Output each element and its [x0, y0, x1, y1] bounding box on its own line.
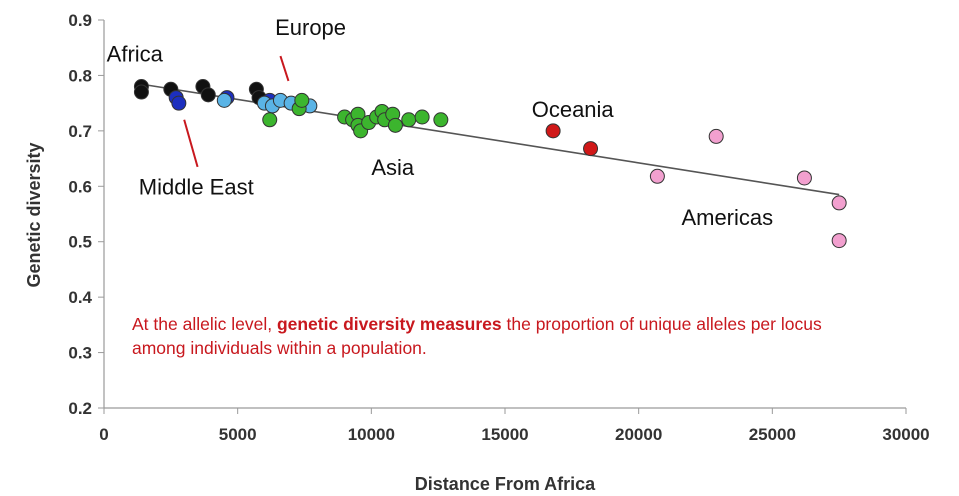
y-tick-label: 0.6 — [68, 177, 92, 196]
data-point-americas — [831, 195, 847, 211]
data-point-asia — [387, 117, 403, 133]
region-label-europe: Europe — [275, 15, 346, 40]
y-axis-title: Genetic diversity — [24, 142, 44, 287]
x-tick-label: 10000 — [348, 425, 395, 444]
data-point-africa — [133, 84, 149, 100]
x-tick-label: 15000 — [481, 425, 528, 444]
note-text-start: At the allelic level, — [132, 314, 277, 334]
data-point-americas — [831, 233, 847, 249]
pointer-lines — [183, 55, 290, 168]
x-tick-label: 20000 — [615, 425, 662, 444]
y-tick-label: 0.9 — [68, 11, 92, 30]
y-tick-label: 0.4 — [68, 288, 92, 307]
pointer-line — [279, 55, 290, 82]
data-points — [133, 79, 847, 249]
region-label-asia: Asia — [371, 155, 415, 180]
data-point-asia — [294, 92, 310, 108]
x-axis-ticks: 0 5000 10000 15000 20000 25000 30000 — [99, 408, 930, 444]
data-point-asia — [262, 112, 278, 128]
data-point-oceania — [545, 123, 561, 139]
note-text-end: the proportion of unique alleles per loc… — [132, 314, 822, 358]
annotation-note: At the allelic level, genetic diversity … — [132, 312, 832, 360]
y-axis-ticks: 0.2 0.3 0.4 0.5 0.6 0.7 0.8 0.9 — [68, 11, 104, 418]
x-tick-label: 25000 — [749, 425, 796, 444]
y-tick-label: 0.8 — [68, 66, 92, 85]
data-point-asia — [433, 112, 449, 128]
data-point-americas — [649, 168, 665, 184]
y-tick-label: 0.7 — [68, 122, 92, 141]
x-tick-label: 30000 — [882, 425, 929, 444]
data-point-middle-east — [171, 95, 187, 111]
data-point-asia — [414, 109, 430, 125]
y-tick-label: 0.5 — [68, 233, 92, 252]
x-axis-title: Distance From Africa — [415, 474, 596, 494]
region-labels: Africa Europe Middle East Asia Oceania Americ… — [107, 15, 773, 230]
region-label-americas: Americas — [681, 205, 773, 230]
data-point-europe — [216, 92, 232, 108]
x-tick-label: 0 — [99, 425, 108, 444]
data-point-asia — [401, 112, 417, 128]
data-point-americas — [796, 170, 812, 186]
region-label-oceania: Oceania — [532, 97, 615, 122]
y-tick-label: 0.2 — [68, 399, 92, 418]
note-text-bold: genetic diversity measures — [276, 314, 502, 334]
region-label-africa: Africa — [107, 42, 164, 67]
data-point-oceania — [583, 141, 599, 157]
region-label-middle-east: Middle East — [139, 175, 254, 200]
y-tick-label: 0.3 — [68, 344, 92, 363]
pointer-line — [183, 119, 199, 168]
data-point-africa — [200, 87, 216, 103]
x-tick-label: 5000 — [219, 425, 257, 444]
data-point-americas — [708, 128, 724, 144]
